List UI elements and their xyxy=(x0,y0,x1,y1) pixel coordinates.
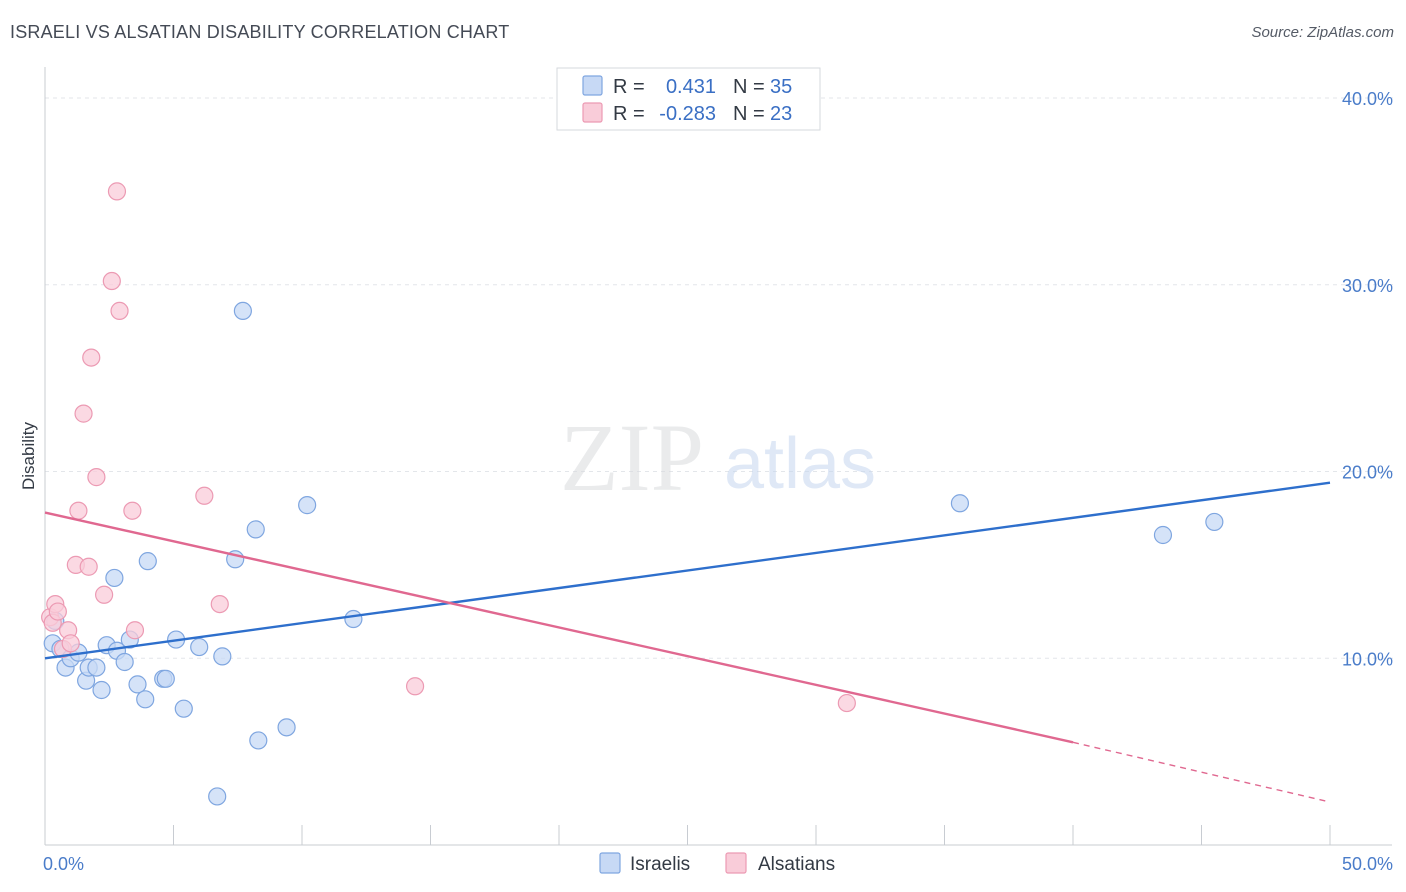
series-legend: Israelis Alsatians xyxy=(599,852,835,875)
y-axis-label: Disability xyxy=(19,421,38,490)
israelis-point-31 xyxy=(344,609,363,629)
israelis-point-15 xyxy=(128,675,147,694)
trend-lines xyxy=(44,481,1331,803)
israelis-point-22 xyxy=(190,637,209,657)
axes xyxy=(44,67,1392,846)
israelis-point-29 xyxy=(277,718,296,737)
bottom-legend-alsatians: Alsatians xyxy=(758,854,835,875)
legend-swatch-alsatians xyxy=(582,102,603,123)
y-tick-label-3: 40.0% xyxy=(1342,89,1393,109)
israelis-point-28 xyxy=(249,731,268,750)
legend-swatch-israelis xyxy=(582,75,603,96)
alsatians-point-9 xyxy=(74,404,93,423)
israelis-point-8 xyxy=(87,658,106,677)
legend-n-value-2: 23 xyxy=(770,103,792,125)
alsatians-points xyxy=(41,182,856,713)
israelis-trend-line xyxy=(44,481,1331,660)
legend-r-label-1: R = xyxy=(613,76,645,98)
legend-r-value-2: -0.283 xyxy=(659,103,716,125)
alsatians-point-11 xyxy=(82,348,101,367)
legend-n-label-1: N = xyxy=(733,76,765,98)
source-label: Source: ZipAtlas.com xyxy=(1251,24,1394,41)
stats-legend: R = 0.431 N = 35 R = -0.283 N = 23 xyxy=(556,67,821,131)
chart-title: ISRAELI VS ALSATIAN DISABILITY CORRELATI… xyxy=(10,22,510,42)
alsatians-trend-line-extension xyxy=(1072,741,1331,803)
israelis-point-30 xyxy=(298,496,317,515)
alsatians-trend-line xyxy=(44,511,1074,744)
watermark-zip: ZIP xyxy=(560,404,704,511)
x-tick-label-1: 50.0% xyxy=(1342,854,1393,874)
alsatians-point-3 xyxy=(48,602,67,621)
alsatians-point-16 xyxy=(110,301,129,321)
israelis-point-26 xyxy=(233,301,252,321)
israelis-point-9 xyxy=(92,680,111,700)
israelis-point-11 xyxy=(105,568,124,588)
israelis-point-23 xyxy=(208,787,227,806)
x-tick-label-0: 0.0% xyxy=(43,854,84,874)
alsatians-point-15 xyxy=(107,182,127,201)
israelis-point-13 xyxy=(115,652,134,672)
bottom-legend-swatch-alsatians xyxy=(725,852,747,874)
israelis-point-24 xyxy=(213,647,232,666)
israelis-points xyxy=(43,301,1224,806)
gridlines xyxy=(45,97,1394,659)
israelis-point-33 xyxy=(1153,525,1173,545)
bottom-legend-israelis: Israelis xyxy=(630,854,690,875)
y-tick-label-2: 30.0% xyxy=(1342,276,1393,296)
legend-r-value-1: 0.431 xyxy=(666,76,716,98)
alsatians-point-8 xyxy=(69,501,88,520)
alsatians-point-17 xyxy=(123,501,142,520)
alsatians-point-12 xyxy=(87,468,106,487)
israelis-point-16 xyxy=(136,690,155,709)
alsatians-point-13 xyxy=(95,585,114,604)
bottom-legend-swatch-israelis xyxy=(599,852,621,874)
y-tick-label-1: 20.0% xyxy=(1342,463,1393,483)
israelis-point-27 xyxy=(246,520,265,539)
alsatians-point-18 xyxy=(125,621,145,640)
y-tick-labels: 10.0% 20.0% 30.0% 40.0% xyxy=(1342,89,1393,669)
legend-r-label-2: R = xyxy=(613,103,645,125)
israelis-point-32 xyxy=(950,494,970,513)
alsatians-point-14 xyxy=(102,271,121,291)
x-tick-labels: 0.0% 50.0% xyxy=(43,854,1393,874)
alsatians-point-10 xyxy=(79,557,98,576)
alsatians-point-6 xyxy=(61,634,80,653)
israelis-point-21 xyxy=(174,699,193,718)
israelis-point-17 xyxy=(138,552,157,571)
israelis-point-34 xyxy=(1205,512,1224,532)
legend-n-value-1: 35 xyxy=(770,76,792,98)
legend-n-label-2: N = xyxy=(733,103,765,125)
alsatians-point-21 xyxy=(405,677,425,696)
alsatians-point-19 xyxy=(195,486,214,505)
watermark-atlas: atlas xyxy=(724,424,876,504)
alsatians-point-20 xyxy=(210,594,229,614)
alsatians-point-22 xyxy=(837,693,856,713)
y-tick-label-0: 10.0% xyxy=(1342,649,1393,669)
israelis-point-19 xyxy=(156,669,175,688)
